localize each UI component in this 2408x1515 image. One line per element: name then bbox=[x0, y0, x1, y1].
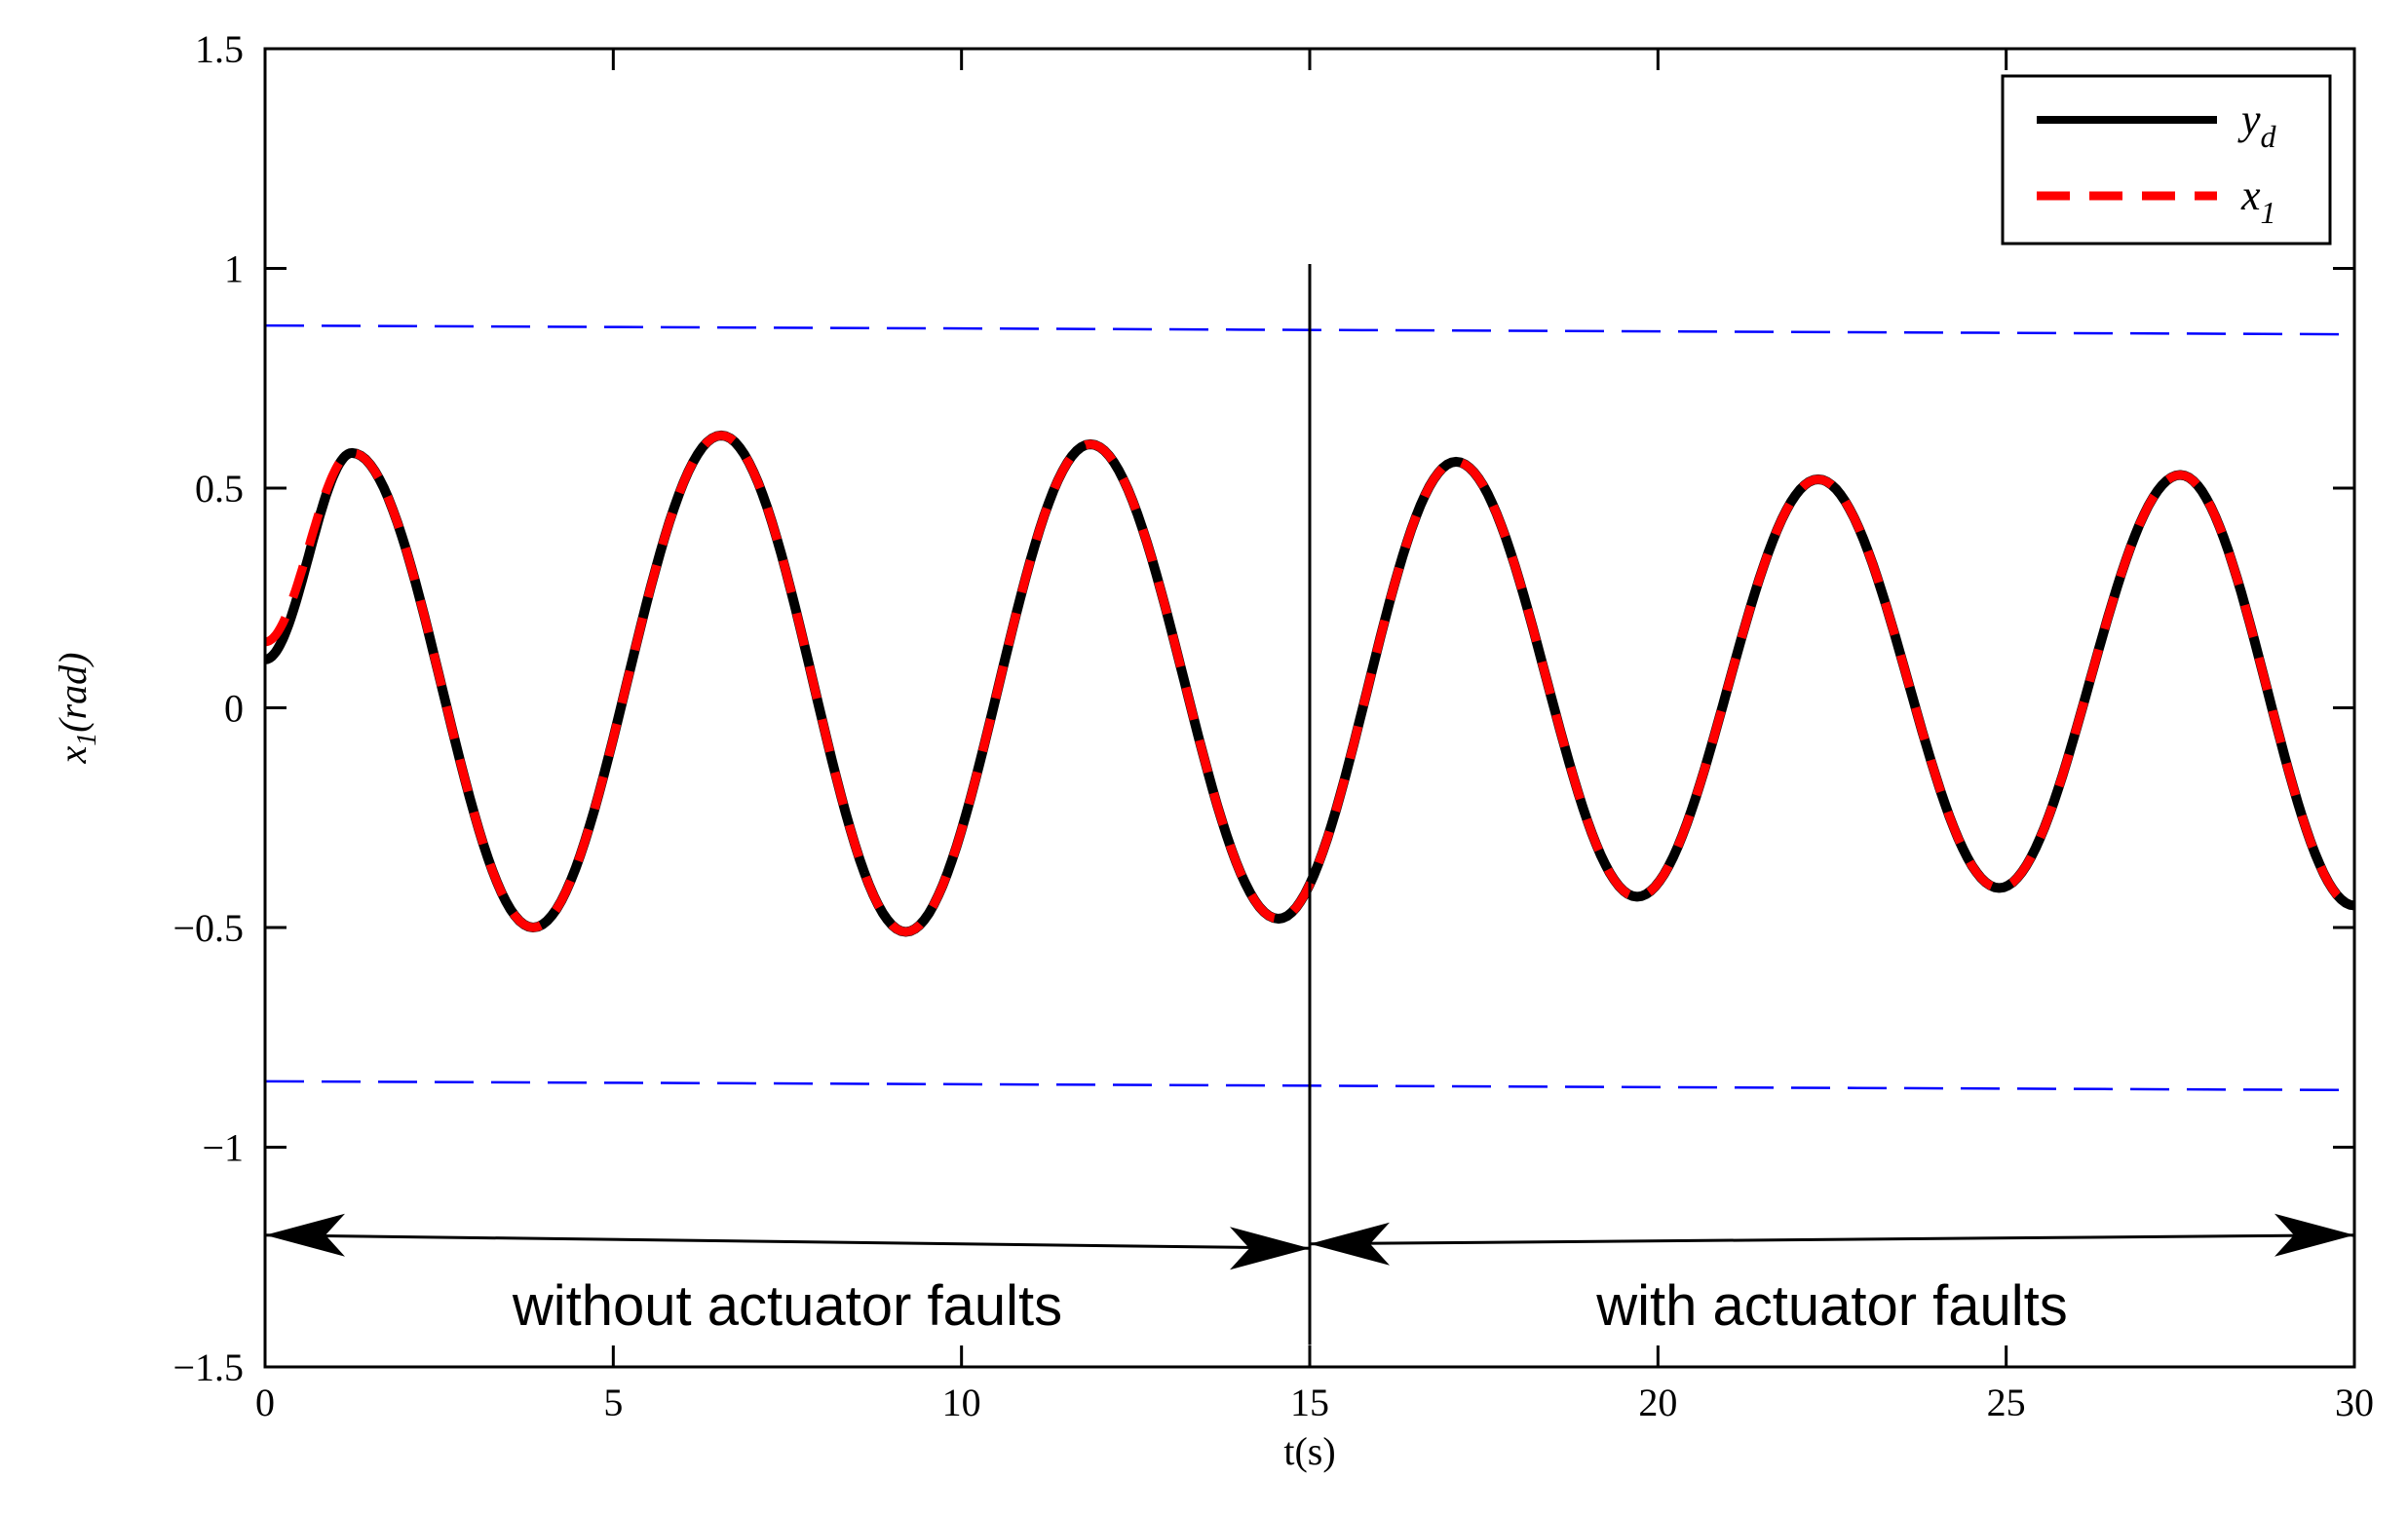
legend-label-1: x1 bbox=[2240, 171, 2276, 230]
arrow-with-faults-head-right bbox=[2274, 1213, 2354, 1257]
x-tick-label-2: 10 bbox=[942, 1381, 981, 1424]
arrow-without-faults-head-left bbox=[265, 1213, 345, 1257]
x-tick-label-0: 0 bbox=[255, 1381, 275, 1424]
x-tick-label-5: 25 bbox=[1987, 1381, 2026, 1424]
y-tick-label-2: −0.5 bbox=[172, 906, 244, 950]
x-tick-label-4: 20 bbox=[1638, 1381, 1677, 1424]
y-axis-label: x1(rad) bbox=[51, 653, 102, 765]
annotation-layer: without actuator faults with actuator fau… bbox=[264, 263, 2355, 1345]
legend-label-0: yd bbox=[2237, 95, 2277, 154]
legend-box bbox=[2001, 74, 2332, 246]
series-line-1 bbox=[262, 431, 2355, 936]
x-axis-label: t(s) bbox=[1283, 1429, 1335, 1473]
y-tick-label-6: 1.5 bbox=[195, 27, 244, 71]
y-tick-label-1: −1 bbox=[202, 1126, 244, 1170]
ticks-layer bbox=[263, 47, 2356, 1369]
x-tick-label-3: 15 bbox=[1290, 1381, 1329, 1424]
y-tick-label-0: −1.5 bbox=[172, 1345, 244, 1389]
legend: yd x1 bbox=[2001, 74, 2332, 246]
label-without-faults: without actuator faults bbox=[512, 1274, 1062, 1338]
arrow-with-faults-shaft bbox=[1309, 1233, 2355, 1246]
y-tick-label-4: 0.5 bbox=[195, 467, 244, 511]
arrow-without-faults-head-right bbox=[1230, 1227, 1310, 1270]
arrow-without-faults-shaft bbox=[264, 1233, 1311, 1250]
label-with-faults: with actuator faults bbox=[1595, 1274, 2068, 1338]
labels-layer: 0 5 10 15 20 25 30 −1.5 −1 −0.5 0 0.5 1 1.5 t(s) x1(rad… bbox=[51, 27, 2374, 1473]
x-tick-label-1: 5 bbox=[603, 1381, 623, 1424]
y-tick-label-5: 1 bbox=[224, 247, 244, 291]
x-tick-label-6: 30 bbox=[2335, 1381, 2374, 1424]
arrow-with-faults-head-left bbox=[1310, 1222, 1390, 1266]
y-tick-label-3: 0 bbox=[224, 687, 244, 731]
